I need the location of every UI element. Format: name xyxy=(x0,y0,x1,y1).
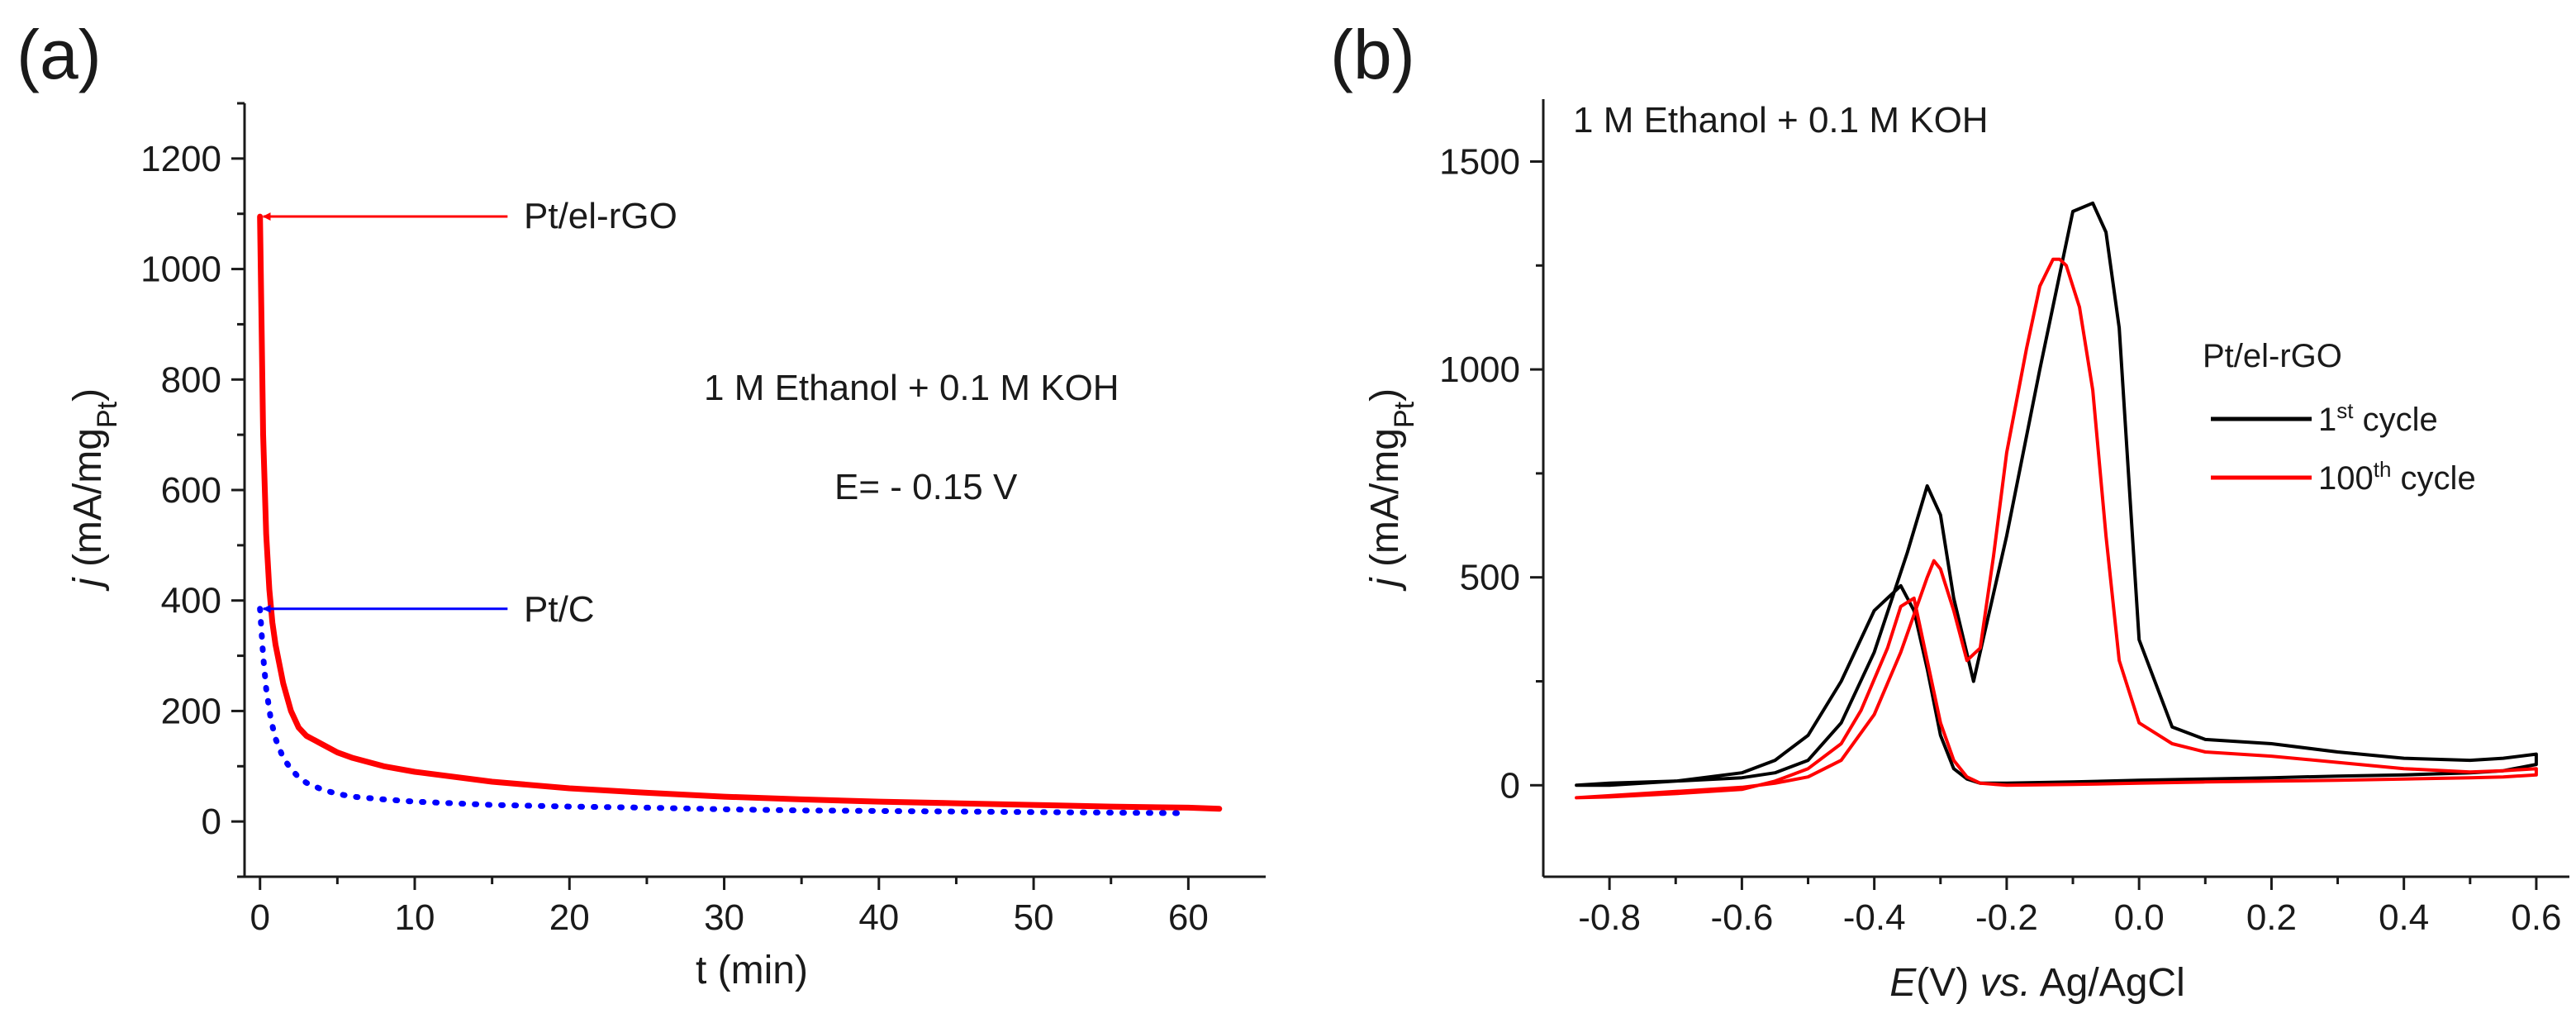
arrow-label-pt-c: Pt/C xyxy=(524,589,595,630)
y-tick-label: 200 xyxy=(161,691,221,731)
x-tick-label: 30 xyxy=(704,897,744,938)
panel-a-x-label: t (min) xyxy=(696,949,808,992)
x-tick-label: -0.4 xyxy=(1843,897,1906,938)
panel-a: (a) 0 10 20 30 40 50 60 020040060080010001200 … xyxy=(17,16,1266,992)
panel-a-series xyxy=(257,213,1223,816)
y-tick-label: 1000 xyxy=(140,250,221,290)
arrow-label-pt-el-rgo: Pt/el-rGO xyxy=(524,196,677,236)
x-tick-label: -0.2 xyxy=(1975,897,2038,938)
panel-b-x-ticks: -0.8 -0.6 -0.4 -0.2 0.0 0.2 0.4 0.6 xyxy=(1578,877,2562,938)
x-tick-label: 40 xyxy=(858,897,899,938)
panel-b-y-label: j (mA/mgPt) xyxy=(1363,388,1420,592)
x-tick-label: 0.2 xyxy=(2246,897,2297,938)
panel-a-y-ticks: 0 200 400 600 800 1000 1200 xyxy=(140,102,245,878)
panel-b-letter: (b) xyxy=(1330,16,1415,93)
legend-label-1st-cycle: 1st cycle xyxy=(2318,398,2438,438)
y-tick-label: 800 xyxy=(161,359,221,400)
y-tick-label: 400 xyxy=(161,581,221,621)
x-tick-label: -0.6 xyxy=(1710,897,1773,938)
x-tick-label: 0 xyxy=(250,897,269,938)
panel-a-arrows xyxy=(262,212,508,613)
panel-a-y-label: j (mA/mgPt) xyxy=(66,388,123,592)
panel-b-x-label: E(V) vs. Ag/AgCl xyxy=(1889,961,2184,1005)
y-tick-label: 1500 xyxy=(1439,141,1520,182)
y-tick-label: 1000 xyxy=(1439,350,1520,390)
x-tick-label: 0.6 xyxy=(2511,897,2561,938)
y-tick-label: 600 xyxy=(161,470,221,511)
panel-a-potential-annotation: E= - 0.15 V xyxy=(834,467,1018,507)
series-line-pt-c xyxy=(257,606,1191,816)
y-tick-label: 1200 xyxy=(140,139,221,179)
x-tick-label: 10 xyxy=(395,897,435,938)
panel-b-y-ticks: 0 500 1000 1500 xyxy=(1439,141,1543,806)
y-tick-label: 500 xyxy=(1460,558,1520,598)
x-tick-label: 0.0 xyxy=(2114,897,2165,938)
x-tick-label: 20 xyxy=(549,897,590,938)
panel-a-condition-annotation: 1 M Ethanol + 0.1 M KOH xyxy=(704,368,1119,408)
panel-b: (b) -0.8 -0.6 -0.4 -0.2 0.0 0.2 0.4 0.6 0 500 100… xyxy=(1330,16,2569,1005)
panel-a-x-ticks: 0 10 20 30 40 50 60 xyxy=(250,877,1209,938)
x-tick-label: 50 xyxy=(1014,897,1054,938)
x-tick-label: 60 xyxy=(1168,897,1209,938)
x-tick-label: -0.8 xyxy=(1578,897,1641,938)
series-line-1st-cycle xyxy=(1575,201,2538,787)
y-tick-label: 0 xyxy=(1500,765,1520,806)
series-line-100th-cycle xyxy=(1575,257,2538,800)
x-tick-label: 0.4 xyxy=(2379,897,2429,938)
panel-b-condition-annotation: 1 M Ethanol + 0.1 M KOH xyxy=(1573,100,1989,140)
panel-a-letter: (a) xyxy=(17,16,102,93)
series-line-pt-el-rgo xyxy=(257,213,1223,812)
legend-title: Pt/el-rGO xyxy=(2203,338,2342,374)
panel-b-legend: Pt/el-rGO 1st cycle 100th cycle xyxy=(2203,338,2476,497)
panel-b-series xyxy=(1575,201,2538,800)
y-tick-label: 0 xyxy=(202,802,221,842)
legend-label-100th-cycle: 100th cycle xyxy=(2318,457,2476,497)
